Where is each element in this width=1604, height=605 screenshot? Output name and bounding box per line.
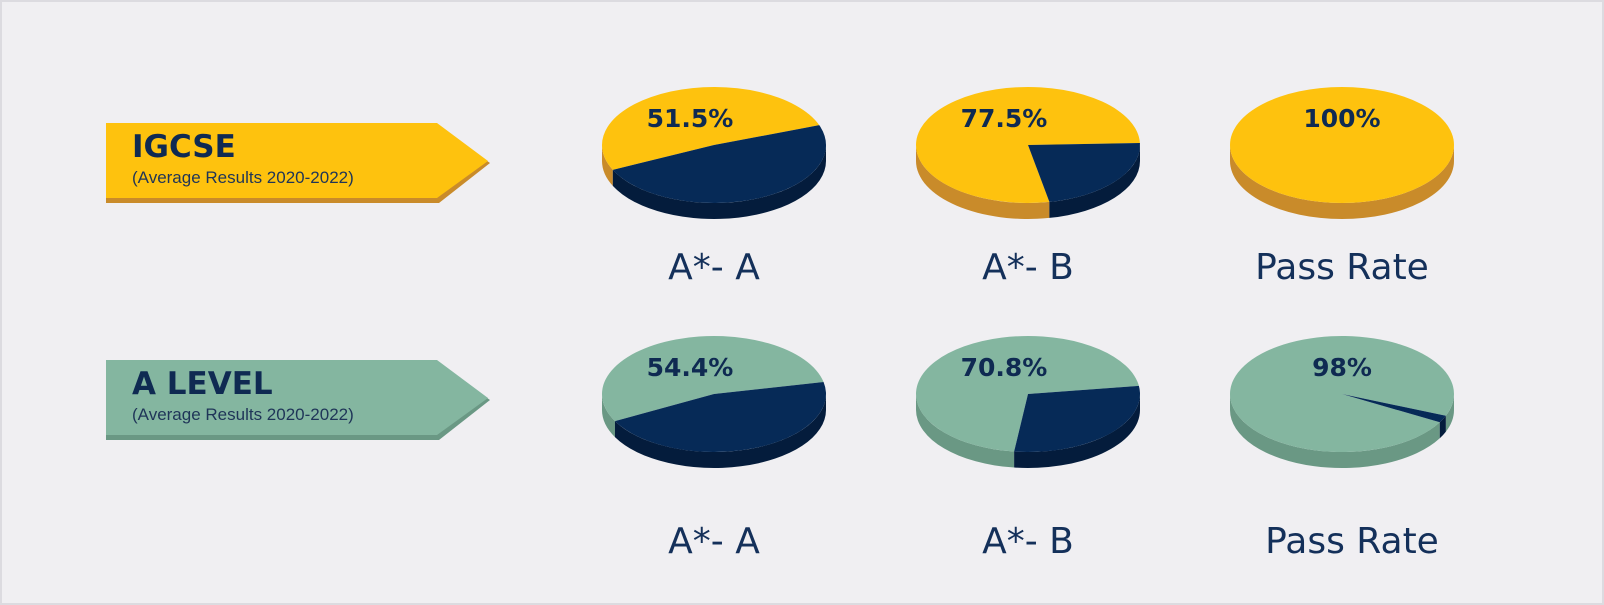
alevel-title: A LEVEL: [132, 366, 273, 402]
igcse-banner-body: [106, 123, 488, 198]
pie-igcse-1: 51.5% A*- A: [601, 86, 826, 288]
igcse-title: IGCSE: [132, 129, 236, 165]
pie-value-label: 54.4%: [647, 353, 734, 382]
alevel-banner: A LEVEL (Average Results 2020-2022): [106, 360, 490, 440]
pie-alevel-1: 54.4% A*- A: [601, 336, 827, 562]
pie-side-main: [601, 394, 615, 438]
pie-side-main: [1230, 145, 1454, 219]
pie-slice-main: [1230, 335, 1455, 452]
pie-igcse-2: 77.5% A*- B: [916, 86, 1140, 288]
alevel-banner-body: [106, 360, 488, 435]
pie-slice-rest: [1014, 385, 1140, 452]
pie-slice-rest: [1342, 394, 1446, 423]
pie-side-rest: [614, 394, 826, 469]
pie-category-label: A*- B: [982, 521, 1074, 562]
pie-side-rest: [1049, 145, 1140, 218]
pie-side-main: [602, 145, 613, 186]
alevel-subtitle: (Average Results 2020-2022): [132, 405, 354, 424]
pie-side-main: [1445, 394, 1454, 432]
pie-slice-rest: [612, 125, 826, 203]
pie-value-label: 100%: [1303, 104, 1380, 133]
pie-category-label: Pass Rate: [1255, 247, 1429, 288]
pie-igcse-3: 100% Pass Rate: [1230, 87, 1454, 288]
pie-category-label: A*- A: [668, 521, 760, 562]
pie-slice-main: [602, 336, 824, 422]
pie-slice-main: [916, 336, 1139, 452]
pie-side-rest: [612, 145, 826, 219]
pie-value-label: 70.8%: [961, 353, 1048, 382]
pie-side-main: [916, 145, 1050, 219]
pie-value-label: 51.5%: [647, 104, 734, 133]
pie-side-rest: [1014, 394, 1140, 468]
pie-slice-rest: [614, 381, 827, 453]
alevel-banner-arrow: [106, 360, 490, 440]
pie-slice-main: [916, 86, 1140, 203]
igcse-banner: IGCSE (Average Results 2020-2022): [106, 123, 490, 203]
pie-slice-main: [1230, 87, 1454, 203]
pie-value-label: 98%: [1312, 353, 1372, 382]
pie-slice-main: [601, 86, 820, 170]
pie-alevel-2: 70.8% A*- B: [916, 336, 1140, 562]
pie-alevel-3: 98% Pass Rate: [1230, 335, 1455, 562]
igcse-subtitle: (Average Results 2020-2022): [132, 168, 354, 187]
pie-category-label: Pass Rate: [1265, 521, 1439, 562]
pie-side-main: [916, 394, 1015, 468]
pie-side-main: [1230, 394, 1440, 469]
igcse-banner-arrow: [106, 123, 490, 203]
pie-category-label: A*- B: [982, 247, 1074, 288]
pie-category-label: A*- A: [668, 247, 760, 288]
pie-value-label: 77.5%: [961, 104, 1048, 133]
pie-slice-rest: [1028, 142, 1140, 202]
pie-side-rest: [1439, 415, 1446, 439]
